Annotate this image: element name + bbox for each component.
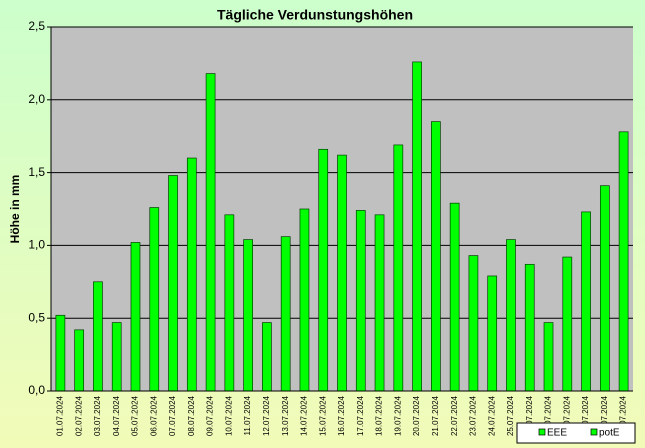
x-tick-label: 23.07.2024 — [469, 395, 478, 436]
bar — [431, 121, 441, 392]
bar — [168, 175, 178, 392]
x-tick-label: 31.07.2024 — [619, 395, 628, 436]
x-tick-label: 19.07.2024 — [393, 395, 402, 436]
bar — [543, 322, 554, 392]
bar — [393, 144, 404, 392]
y-tick-label: 0,0 — [28, 383, 45, 397]
x-tick-label: 10.07.2024 — [224, 395, 233, 436]
x-tick-label: 02.07.2024 — [74, 395, 83, 436]
bar — [412, 61, 422, 392]
x-tick-label: 21.07.2024 — [431, 395, 440, 436]
x-tick-label: 12.07.2024 — [262, 395, 271, 436]
chart-title: Tägliche Verdunstungshöhen — [217, 7, 413, 23]
bar — [130, 242, 141, 392]
x-tick-label: 24.07.2024 — [487, 395, 496, 436]
bar — [599, 185, 610, 392]
legend-swatch — [538, 428, 546, 436]
x-tick-label: 27.07.2024 — [544, 395, 553, 436]
x-tick-label: 28.07.2024 — [562, 395, 571, 436]
legend-swatch — [590, 428, 598, 436]
x-tick-label: 16.07.2024 — [337, 395, 346, 436]
y-tick-label: 2,0 — [28, 92, 45, 106]
bar — [74, 329, 85, 392]
bar — [562, 256, 573, 392]
x-tick-label: 11.07.2024 — [243, 395, 252, 435]
y-axis-label: Höhe in mm — [8, 175, 22, 244]
bar — [262, 322, 272, 392]
legend-label: potE — [599, 428, 620, 439]
bar — [581, 211, 591, 392]
bar — [449, 202, 460, 392]
bar — [55, 314, 66, 392]
bar — [618, 131, 629, 392]
x-tick-label: 07.07.2024 — [168, 395, 177, 436]
bar — [243, 239, 253, 392]
x-tick-label: 29.07.2024 — [581, 395, 590, 436]
x-tick-label: 30.07.2024 — [600, 395, 609, 436]
bar — [93, 281, 103, 392]
bar — [524, 263, 535, 392]
bar — [318, 148, 329, 392]
x-tick-label: 17.07.2024 — [356, 395, 365, 436]
x-tick-label: 01.07.2024 — [55, 395, 64, 436]
x-tick-label: 04.07.2024 — [112, 395, 121, 436]
legend-box — [516, 422, 636, 444]
y-tick-label: 1,0 — [28, 238, 45, 252]
y-tick-label: 2,5 — [28, 19, 45, 33]
bar — [487, 275, 498, 392]
bar — [506, 239, 516, 392]
bar — [280, 236, 291, 392]
x-tick-label: 08.07.2024 — [187, 395, 196, 436]
x-tick-label: 14.07.2024 — [300, 395, 309, 436]
bar — [337, 154, 347, 392]
x-tick-label: 26.07.2024 — [525, 395, 534, 436]
bar — [468, 255, 479, 392]
x-tick-label: 05.07.2024 — [131, 395, 140, 436]
x-tick-label: 03.07.2024 — [93, 395, 102, 436]
bar — [299, 208, 310, 392]
x-tick-label: 06.07.2024 — [149, 395, 158, 436]
x-tick-label: 25.07.2024 — [506, 395, 515, 436]
x-tick-label: 20.07.2024 — [412, 395, 421, 436]
bar — [374, 214, 385, 392]
x-tick-label: 22.07.2024 — [450, 395, 459, 436]
bar — [355, 210, 366, 392]
x-tick-label: 13.07.2024 — [281, 395, 290, 436]
bar — [224, 214, 235, 392]
bar — [205, 73, 216, 392]
bar — [186, 157, 197, 392]
x-tick-label: 09.07.2024 — [206, 395, 215, 436]
x-tick-label: 15.07.2024 — [318, 395, 327, 436]
y-tick-label: 1,5 — [28, 165, 45, 179]
legend-label: EEE — [547, 428, 567, 439]
bar — [149, 207, 160, 392]
y-tick-label: 0,5 — [28, 310, 45, 324]
x-tick-label: 18.07.2024 — [375, 395, 384, 436]
bar — [111, 322, 122, 392]
